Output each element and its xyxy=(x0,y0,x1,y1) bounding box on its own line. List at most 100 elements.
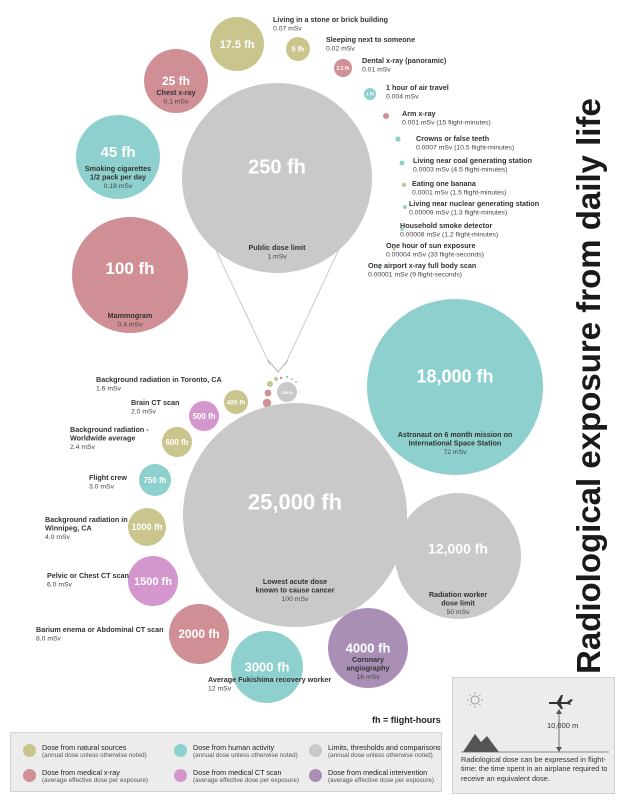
item-dose: 0.00001 mSv (9 flight-seconds) xyxy=(368,271,462,278)
mini-bubble xyxy=(295,381,297,383)
legend-swatch xyxy=(174,769,187,782)
exposure-bubble xyxy=(183,403,407,627)
bubble-value: 250 fh xyxy=(248,157,306,179)
item-name: Crowns or false teeth xyxy=(416,134,489,143)
altitude-label: 10,000 m xyxy=(547,721,579,730)
mini-cluster: 250 fh xyxy=(262,375,297,408)
bubble-value: 25 fh xyxy=(162,74,190,88)
item-name: Household smoke detector xyxy=(400,221,492,230)
item-dose: 0.00004 mSv (33 flight-seconds) xyxy=(386,251,484,258)
item-name: Lowest acute dose xyxy=(263,577,327,586)
exposure-item: Living near coal generating station0.000… xyxy=(399,156,532,173)
exposure-item: 400 fh Background radiation in Toronto, C… xyxy=(96,375,248,414)
bubble-value: 45 fh xyxy=(100,144,135,161)
item-name: Background radiation in Toronto, CA xyxy=(96,375,222,384)
bubble-value: 3000 fh xyxy=(245,660,290,675)
mini-bubble xyxy=(285,375,289,379)
bubble-value: 500 fh xyxy=(192,412,215,421)
exposure-item: 2.5 fh Dental x-ray (panoramic)0.01 mSv xyxy=(334,56,447,77)
exposure-bubble xyxy=(144,49,208,113)
item-name: known to cause cancer xyxy=(255,585,334,594)
item-name: Smoking cigarettes xyxy=(85,164,151,173)
exposure-bubble xyxy=(76,115,160,199)
item-dose: 72 mSv xyxy=(443,449,467,456)
item-name: angiography xyxy=(346,663,389,672)
item-dose: 4.0 mSv xyxy=(45,534,71,541)
item-name: 1 hour of air travel xyxy=(386,83,449,92)
legend-title: Dose from medical x-ray xyxy=(42,768,120,777)
mini-cluster-label: 250 fh xyxy=(281,390,293,395)
item-name: Living near nuclear generating station xyxy=(409,199,539,208)
item-dose: 3.0 mSv xyxy=(89,483,115,490)
legend-swatch xyxy=(309,744,322,757)
item-name: Astronaut on 6 month mission on xyxy=(398,430,513,439)
exposure-bubble xyxy=(139,464,171,496)
item-name: Pelvic or Chest CT scan xyxy=(47,571,129,580)
sun-icon xyxy=(467,692,483,708)
legend-swatch xyxy=(23,769,36,782)
item-dose: 0.00008 mSv (1.2 flight-minutes) xyxy=(400,231,498,238)
item-name: One airport x-ray full body scan xyxy=(368,261,476,270)
item-name: Dental x-ray (panoramic) xyxy=(362,56,447,65)
exposure-bubble xyxy=(392,247,396,251)
exposure-bubble xyxy=(401,182,407,188)
exposure-bubble xyxy=(364,88,376,100)
item-name: Background radiation in xyxy=(45,515,128,524)
exposure-bubble xyxy=(367,299,543,475)
mini-public-limit xyxy=(277,382,297,402)
bubble-value: 600 fh xyxy=(165,438,188,447)
bubble-value: 17.5 fh xyxy=(220,39,255,51)
exposure-item: 17.5 fh Living in a stone or brick buildi… xyxy=(210,15,388,71)
exposure-bubble xyxy=(334,59,352,77)
legend-swatch xyxy=(23,744,36,757)
legend-subtitle: (average effective dose per exposure) xyxy=(193,777,299,784)
exposure-item: One airport x-ray full body scan0.00001 … xyxy=(368,261,476,278)
exposure-bubble xyxy=(189,401,219,431)
item-name: dose limit xyxy=(441,598,475,607)
bubble-value: 750 fh xyxy=(143,476,166,485)
item-dose: 0.02 mSv xyxy=(326,45,355,52)
item-dose: 0.1 mSv xyxy=(164,98,190,105)
legend-title: Dose from medical intervention xyxy=(328,768,428,777)
item-name: Living near coal generating station xyxy=(413,156,532,165)
item-dose: 0.00009 mSv (1.3 flight-minutes) xyxy=(409,209,507,216)
exposure-bubble xyxy=(383,113,389,119)
zoom-arrow xyxy=(267,359,289,373)
item-dose: 50 mSv xyxy=(446,609,470,616)
bubble-value: 2.5 fh xyxy=(336,66,349,72)
mini-bubble xyxy=(264,389,272,397)
item-name: Brain CT scan xyxy=(131,398,179,407)
exposure-bubble xyxy=(399,160,405,166)
legend-subtitle: (average effective dose per exposure) xyxy=(328,777,434,784)
exposure-item: 600 fh Background radiation -Worldwide av… xyxy=(70,425,192,457)
exposure-item: 2000 fh Barium enema or Abdominal CT scan… xyxy=(36,604,229,664)
mini-bubble xyxy=(267,381,273,387)
item-dose: 12 mSv xyxy=(208,685,232,692)
item-name: Chest x-ray xyxy=(156,88,195,97)
item-name: Radiation worker xyxy=(429,590,488,599)
item-name: Eating one banana xyxy=(412,179,477,188)
exposure-bubble xyxy=(395,493,521,619)
legend-subtitle: (average effective dose per exposure) xyxy=(42,777,148,784)
item-dose: 16 mSv xyxy=(356,674,380,681)
flight-time-description: Radiological dose can be expressed in fl… xyxy=(461,755,608,783)
item-dose: 0.01 mSv xyxy=(362,66,391,73)
mountain-icon xyxy=(463,734,499,752)
page-title: Radiological exposure from daily life xyxy=(570,98,607,674)
legend-title: Dose from medical CT scan xyxy=(193,768,282,777)
legend-swatch xyxy=(174,744,187,757)
